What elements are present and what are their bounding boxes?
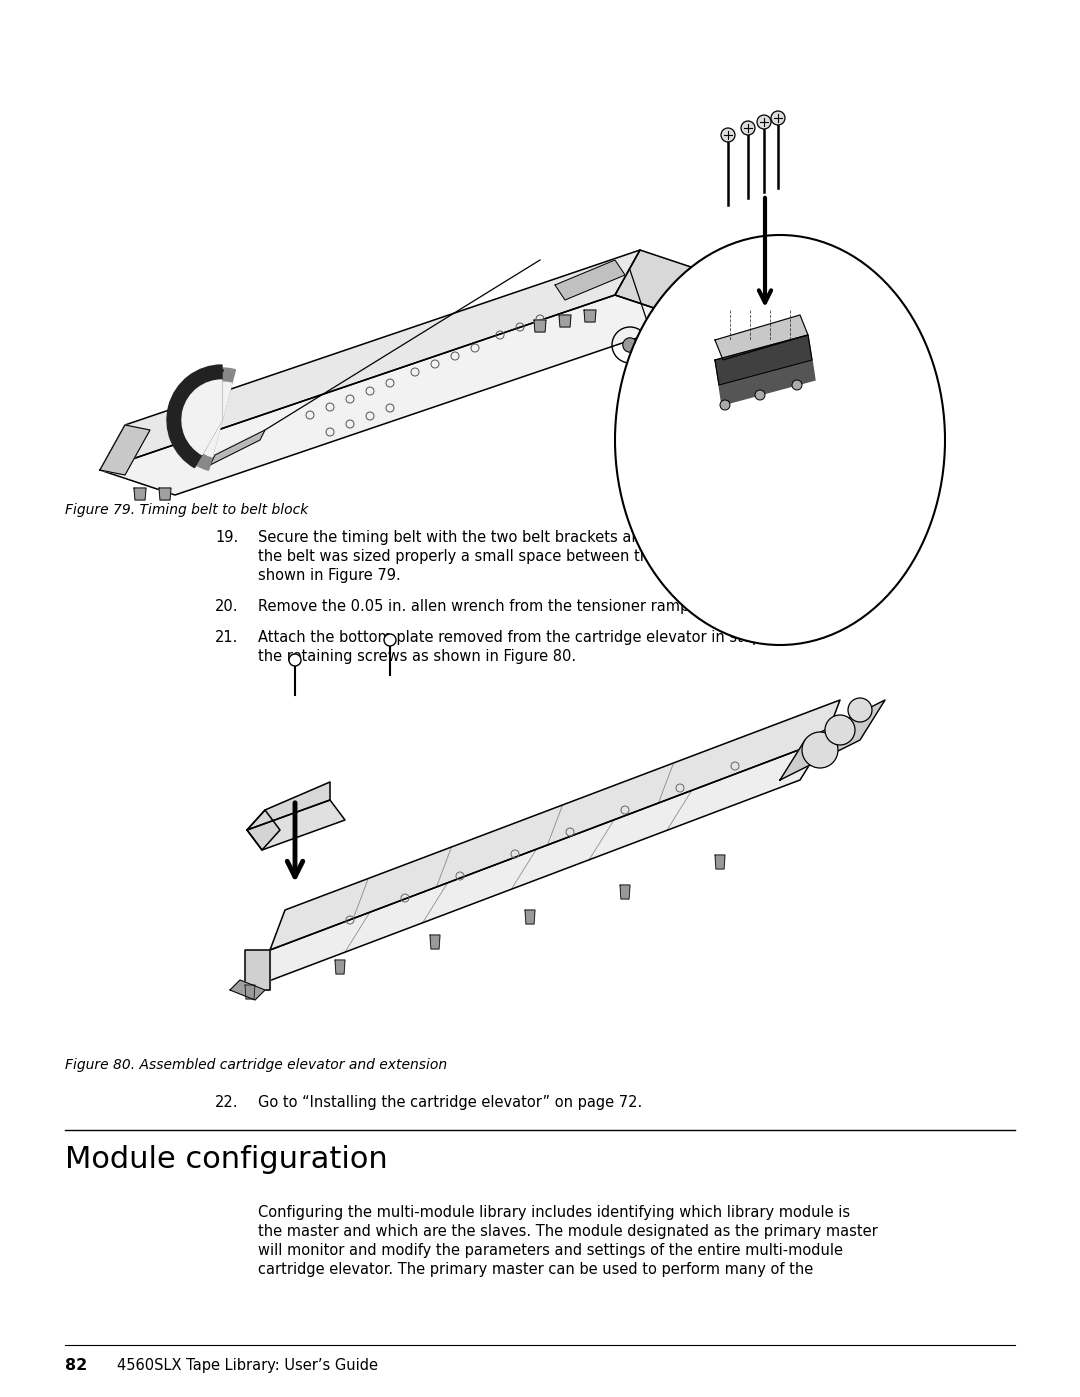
Text: Attach the bottom plate removed from the cartridge elevator in step 1 with: Attach the bottom plate removed from the…	[258, 630, 811, 645]
Text: 20.: 20.	[215, 599, 239, 615]
Circle shape	[755, 390, 765, 400]
Polygon shape	[159, 488, 171, 500]
Text: 4560SLX Tape Library: User’s Guide: 4560SLX Tape Library: User’s Guide	[117, 1358, 378, 1373]
Text: Figure 79. Timing belt to belt block: Figure 79. Timing belt to belt block	[65, 503, 308, 517]
Wedge shape	[184, 381, 232, 457]
Circle shape	[741, 122, 755, 136]
Circle shape	[848, 698, 872, 722]
Circle shape	[802, 732, 838, 768]
Wedge shape	[167, 365, 222, 468]
Polygon shape	[100, 250, 640, 469]
Polygon shape	[245, 985, 255, 999]
Text: 82: 82	[65, 1358, 87, 1373]
Text: Configuring the multi-module library includes identifying which library module i: Configuring the multi-module library inc…	[258, 1206, 850, 1220]
Polygon shape	[615, 250, 715, 320]
Circle shape	[825, 715, 855, 745]
Text: Module configuration: Module configuration	[65, 1146, 388, 1173]
Polygon shape	[525, 909, 535, 923]
Polygon shape	[100, 425, 150, 475]
Polygon shape	[270, 700, 840, 950]
Polygon shape	[100, 295, 690, 495]
Circle shape	[721, 129, 735, 142]
Polygon shape	[230, 981, 265, 1000]
Polygon shape	[245, 740, 825, 990]
Ellipse shape	[615, 235, 945, 645]
Polygon shape	[534, 320, 546, 332]
Polygon shape	[780, 700, 885, 780]
Polygon shape	[335, 960, 345, 974]
Polygon shape	[715, 855, 725, 869]
Circle shape	[384, 634, 396, 645]
Circle shape	[720, 400, 730, 409]
Polygon shape	[584, 310, 596, 321]
Wedge shape	[183, 380, 222, 454]
Circle shape	[638, 373, 651, 387]
Polygon shape	[620, 886, 630, 900]
Polygon shape	[134, 488, 146, 500]
Text: Figure 80. Assembled cartridge elevator and extension: Figure 80. Assembled cartridge elevator …	[65, 1058, 447, 1071]
Circle shape	[289, 654, 301, 666]
Circle shape	[771, 110, 785, 124]
Polygon shape	[247, 810, 280, 849]
Text: the master and which are the slaves. The module designated as the primary master: the master and which are the slaves. The…	[258, 1224, 878, 1239]
Text: Go to “Installing the cartridge elevator” on page 72.: Go to “Installing the cartridge elevator…	[258, 1095, 643, 1111]
Text: Remove the 0.05 in. allen wrench from the tensioner ramp.: Remove the 0.05 in. allen wrench from th…	[258, 599, 694, 615]
Polygon shape	[715, 335, 812, 386]
Text: 19.: 19.	[215, 529, 239, 545]
Text: shown in Figure 79.: shown in Figure 79.	[258, 569, 401, 583]
Text: the belt was sized properly a small space between the belt ends is visible as: the belt was sized properly a small spac…	[258, 549, 821, 564]
Polygon shape	[247, 782, 330, 830]
Text: 21.: 21.	[215, 630, 239, 645]
Text: cartridge elevator. The primary master can be used to perform many of the: cartridge elevator. The primary master c…	[258, 1261, 813, 1277]
Circle shape	[757, 115, 771, 129]
Text: 22.: 22.	[215, 1095, 239, 1111]
Polygon shape	[559, 314, 571, 327]
Polygon shape	[430, 935, 440, 949]
Wedge shape	[170, 367, 235, 471]
Polygon shape	[555, 260, 625, 300]
Polygon shape	[247, 800, 345, 849]
Circle shape	[792, 380, 802, 390]
Text: Secure the timing belt with the two belt brackets and four retaining screws. If: Secure the timing belt with the two belt…	[258, 529, 828, 545]
Polygon shape	[245, 950, 270, 990]
Polygon shape	[715, 314, 808, 360]
Text: will monitor and modify the parameters and settings of the entire multi-module: will monitor and modify the parameters a…	[258, 1243, 843, 1259]
Polygon shape	[210, 430, 265, 465]
Text: the retaining screws as shown in Figure 80.: the retaining screws as shown in Figure …	[258, 650, 576, 664]
Circle shape	[623, 338, 637, 352]
Polygon shape	[719, 360, 815, 405]
